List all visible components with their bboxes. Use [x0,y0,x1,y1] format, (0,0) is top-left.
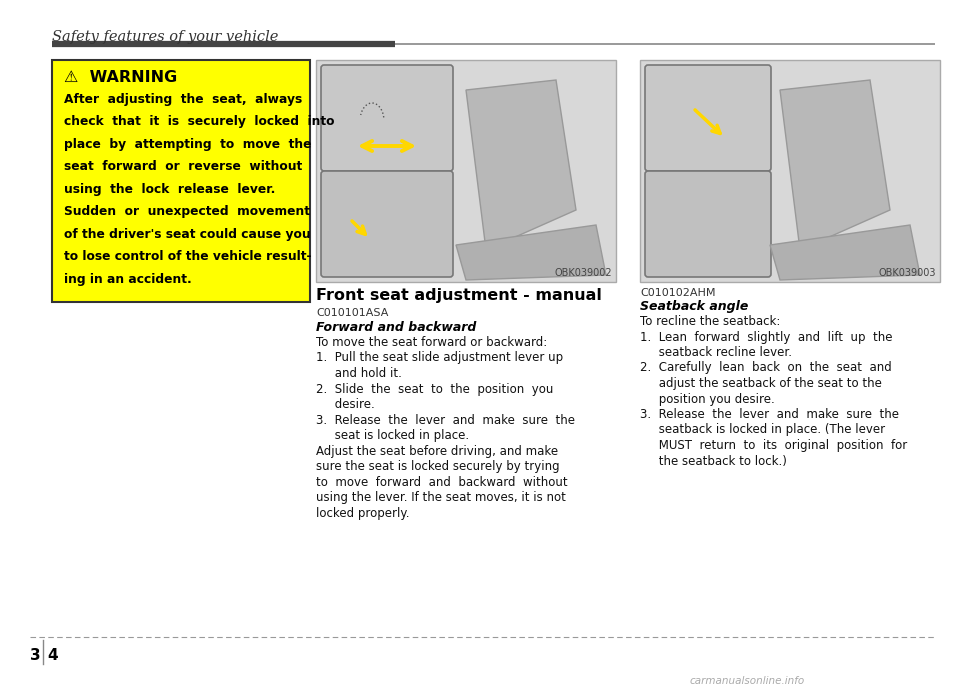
Text: ing in an accident.: ing in an accident. [64,273,192,286]
Polygon shape [466,80,576,250]
Text: 1.  Lean  forward  slightly  and  lift  up  the: 1. Lean forward slightly and lift up the [640,331,893,344]
FancyBboxPatch shape [321,171,453,277]
Text: 3.  Release  the  lever  and  make  sure  the: 3. Release the lever and make sure the [316,413,575,426]
Text: 3: 3 [30,648,40,663]
Text: locked properly.: locked properly. [316,506,410,520]
Text: using the lever. If the seat moves, it is not: using the lever. If the seat moves, it i… [316,491,565,504]
Bar [640,60,940,282]
Text: seatback recline lever.: seatback recline lever. [640,346,792,359]
Text: OBK039002: OBK039002 [554,268,612,278]
Text: 2.  Carefully  lean  back  on  the  seat  and: 2. Carefully lean back on the seat and [640,362,892,375]
Text: desire.: desire. [316,398,374,411]
Text: place  by  attempting  to  move  the: place by attempting to move the [64,138,311,151]
Text: to lose control of the vehicle result-: to lose control of the vehicle result- [64,251,311,263]
Text: seat  forward  or  reverse  without: seat forward or reverse without [64,161,302,174]
Text: check  that  it  is  securely  locked  into: check that it is securely locked into [64,116,334,129]
Text: of the driver's seat could cause you: of the driver's seat could cause you [64,228,311,241]
FancyBboxPatch shape [645,65,771,171]
Text: Adjust the seat before driving, and make: Adjust the seat before driving, and make [316,444,558,457]
Text: C010102AHM: C010102AHM [640,288,715,298]
FancyBboxPatch shape [321,65,453,171]
Text: 4: 4 [47,648,58,663]
Bar [52,60,310,302]
Text: C010101ASA: C010101ASA [316,308,389,318]
Text: sure the seat is locked securely by trying: sure the seat is locked securely by tryi… [316,460,560,473]
Text: adjust the seatback of the seat to the: adjust the seatback of the seat to the [640,377,882,390]
Text: ⚠  WARNING: ⚠ WARNING [64,70,178,85]
Text: 1.  Pull the seat slide adjustment lever up: 1. Pull the seat slide adjustment lever … [316,351,564,364]
FancyBboxPatch shape [645,171,771,277]
Text: Front seat adjustment - manual: Front seat adjustment - manual [316,288,602,303]
Text: 3.  Release  the  lever  and  make  sure  the: 3. Release the lever and make sure the [640,408,899,421]
Text: seat is locked in place.: seat is locked in place. [316,429,469,442]
Polygon shape [780,80,890,250]
Text: 2.  Slide  the  seat  to  the  position  you: 2. Slide the seat to the position you [316,382,553,395]
Text: to  move  forward  and  backward  without: to move forward and backward without [316,475,567,489]
Text: To recline the seatback:: To recline the seatback: [640,315,780,328]
Text: and hold it.: and hold it. [316,367,402,380]
Text: OBK039003: OBK039003 [878,268,936,278]
Text: seatback is locked in place. (The lever: seatback is locked in place. (The lever [640,424,885,437]
Text: using  the  lock  release  lever.: using the lock release lever. [64,183,276,196]
Text: Sudden  or  unexpected  movement: Sudden or unexpected movement [64,205,310,218]
Text: position you desire.: position you desire. [640,393,775,406]
Text: Forward and backward: Forward and backward [316,321,476,334]
Text: Seatback angle: Seatback angle [640,300,749,313]
Text: carmanualsonline.info: carmanualsonline.info [690,676,805,686]
Polygon shape [770,225,920,280]
Text: After  adjusting  the  seat,  always: After adjusting the seat, always [64,93,302,106]
Text: MUST  return  to  its  original  position  for: MUST return to its original position for [640,439,907,452]
Polygon shape [456,225,606,280]
Text: Safety features of your vehicle: Safety features of your vehicle [52,30,278,44]
Text: the seatback to lock.): the seatback to lock.) [640,455,787,468]
Text: To move the seat forward or backward:: To move the seat forward or backward: [316,336,547,349]
Bar [316,60,616,282]
